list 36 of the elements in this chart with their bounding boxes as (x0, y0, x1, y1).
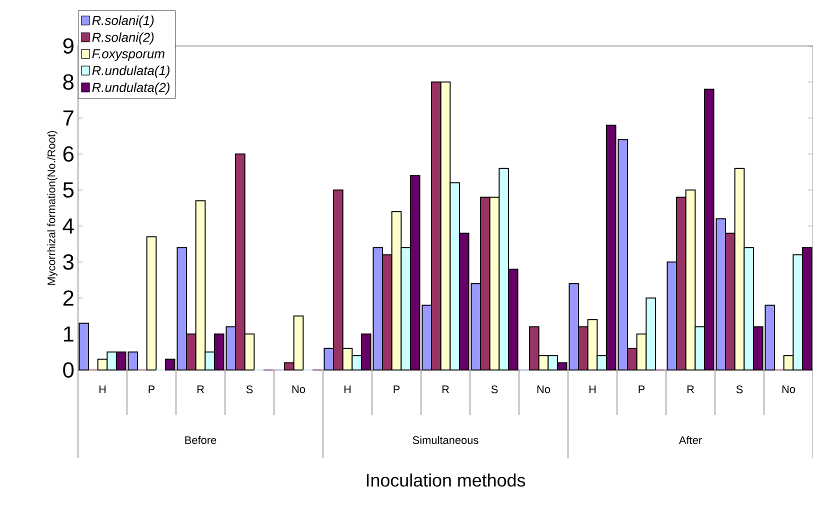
y-tick-label: 6 (63, 146, 74, 162)
legend-label: R.solani(1) (92, 16, 154, 28)
y-tick-label: 8 (63, 74, 74, 90)
y-axis-title: Mycorrhizal formation(No./Root) (47, 131, 58, 285)
bar (146, 236, 157, 370)
y-tick-label: 0 (63, 362, 74, 378)
text: Before (185, 436, 216, 444)
y-tick-label: 7 (63, 110, 74, 126)
x-tick-label: H (99, 386, 106, 394)
legend-label: F.oxysporum (92, 49, 164, 61)
y-tick-label: 2 (63, 290, 74, 306)
legend-label: R.undulata(2) (92, 82, 170, 95)
x-tick-label: H (589, 386, 596, 394)
y-tick-label: 3 (63, 254, 74, 270)
x-tick-label: R (442, 386, 449, 394)
x-tick-label: R (687, 386, 694, 394)
x-tick-label: No (782, 386, 796, 394)
x-tick-label: No (292, 386, 306, 394)
x-tick-label: P (638, 386, 645, 394)
y-tick-label: 9 (63, 38, 74, 54)
text: After (678, 436, 702, 444)
y-tick-label: 1 (64, 326, 74, 342)
text: Simultaneous (412, 436, 478, 444)
x-tick-label: R (197, 386, 204, 394)
x-tick-label: S (736, 386, 743, 394)
x-axis-title: Inoculation methods (366, 474, 526, 487)
x-tick-label: P (148, 386, 155, 394)
x-tick-label: H (344, 386, 351, 394)
x-tick-label: No (537, 386, 550, 394)
x-tick-label: S (246, 386, 253, 394)
legend-label: R.solani(2) (92, 32, 154, 44)
y-tick-label: 4 (62, 218, 74, 234)
legend-label: R.undulata(1) (92, 66, 170, 78)
y-tick-label: 5 (63, 182, 74, 198)
x-tick-label: S (491, 386, 498, 394)
x-tick-label: P (394, 386, 400, 394)
